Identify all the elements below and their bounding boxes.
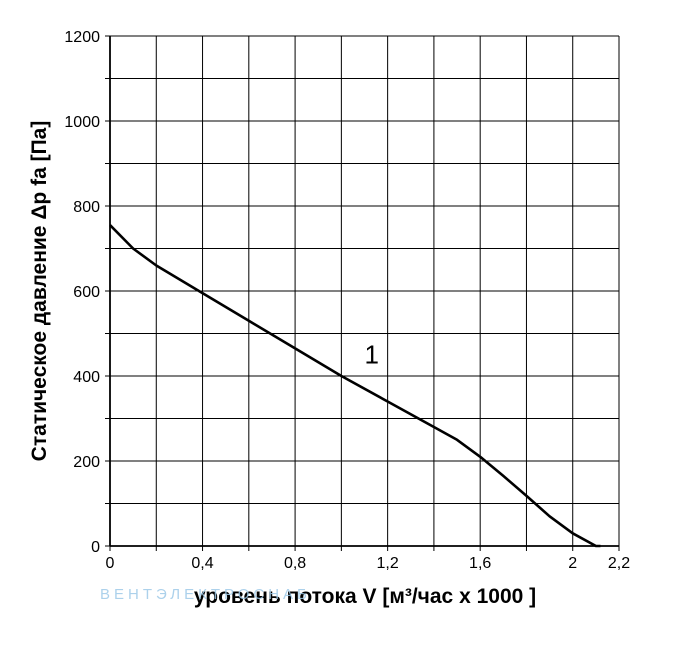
y-axis-title: Статическое давление Δp fa [Па]	[28, 121, 51, 462]
series-label-1: 1	[365, 339, 379, 369]
y-tick-label: 400	[73, 369, 100, 386]
x-tick-label: 2	[568, 555, 577, 572]
y-tick-label: 200	[73, 454, 100, 471]
x-tick-labels: 0 0,4 0,8 1,2 1,6 2 2,2	[106, 555, 631, 572]
watermark: ВЕНТЭЛЕКТРОСНАБ	[100, 586, 311, 603]
y-tick-label: 1000	[64, 114, 100, 131]
y-tick-label: 0	[91, 539, 100, 556]
x-tick-label: 0,8	[284, 555, 306, 572]
y-tick-label: 1200	[64, 29, 100, 46]
x-axis-title: уровень потока V [м³/час x 1000 ]	[194, 585, 536, 608]
y-tick-labels: 0 200 400 600 800 1000 1200	[64, 29, 100, 556]
y-tick-label: 600	[73, 284, 100, 301]
x-tick-label: 1,2	[377, 555, 399, 572]
series-line-1	[109, 224, 601, 548]
x-tick-label: 0,4	[191, 555, 213, 572]
x-tick-label: 1,6	[469, 555, 491, 572]
tick-marks	[105, 35, 620, 551]
y-tick-label: 800	[73, 199, 100, 216]
x-tick-label: 0	[106, 555, 115, 572]
grid	[109, 35, 620, 547]
x-tick-label: 2,2	[608, 555, 630, 572]
